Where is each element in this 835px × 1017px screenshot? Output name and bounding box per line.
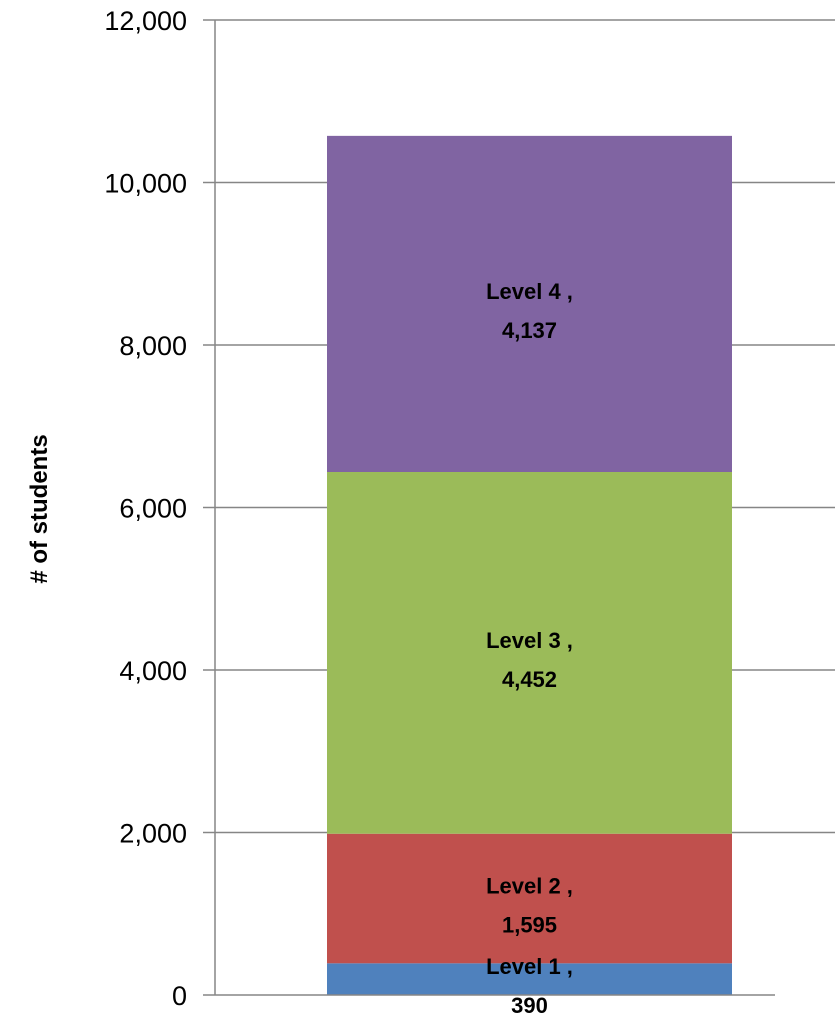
y-tick-label: 4,000 (119, 656, 187, 686)
y-tick-label: 6,000 (119, 494, 187, 524)
bar-segment-level-2 (327, 833, 732, 964)
y-tick-label: 10,000 (104, 169, 187, 199)
y-tick-label: 8,000 (119, 331, 187, 361)
axes (203, 19, 775, 996)
bar-segment-level-1 (327, 963, 732, 995)
data-label-line1: Level 1 , (486, 954, 573, 979)
data-label-line1: Level 2 , (486, 874, 573, 899)
y-tick-label: 0 (172, 981, 187, 1011)
bar-segment-level-3 (327, 471, 732, 834)
bar-segment-level-4 (327, 135, 732, 472)
y-tick-label: 12,000 (104, 6, 187, 36)
data-labels: Level 1 , 390 Level 2 , 1,595 Level 3 , 4,452… (486, 279, 573, 1017)
data-label-line1: Level 3 , (486, 628, 573, 653)
y-axis-title: # of students (26, 434, 53, 583)
y-tick-labels: 0 2,000 4,000 6,000 8,000 10,000 12,000 (104, 6, 187, 1011)
y-tick-label: 2,000 (119, 819, 187, 849)
bar-segments (327, 135, 732, 995)
data-label-line2: 4,137 (502, 318, 557, 343)
data-label-line2: 1,595 (502, 913, 557, 938)
data-label-line2: 390 (511, 993, 548, 1017)
data-label-line2: 4,452 (502, 667, 557, 692)
data-label-line1: Level 4 , (486, 279, 573, 304)
